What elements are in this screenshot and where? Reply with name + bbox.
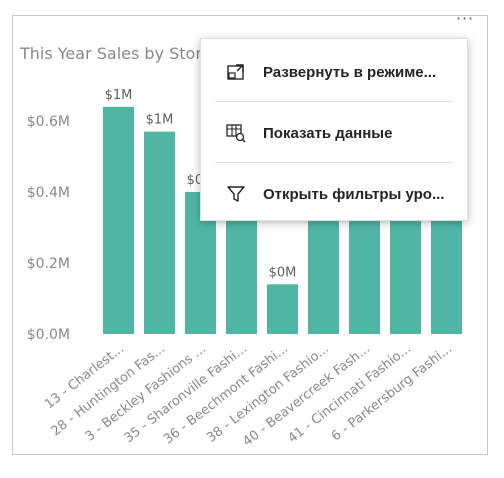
menu-item-label: Показать данные — [263, 124, 393, 142]
menu-item-show-data[interactable]: Показать данные — [201, 103, 467, 163]
x-axis: 13 - Charlest...28 - Huntington Fas...3 … — [42, 341, 455, 449]
menu-divider — [215, 101, 453, 102]
context-menu: Развернуть в режиме... Показать данные О… — [200, 38, 468, 221]
ellipsis-icon: ··· — [455, 9, 475, 28]
y-tick-label: $0.4M — [27, 185, 70, 201]
bar — [431, 199, 462, 334]
menu-divider — [215, 162, 453, 163]
focus-mode-icon — [227, 64, 244, 80]
bar — [144, 131, 175, 334]
bars — [103, 106, 462, 334]
menu-item-open-filters[interactable]: Открыть фильтры уро... — [201, 164, 467, 224]
data-label: $1M — [105, 88, 133, 103]
data-label: $0M — [269, 265, 297, 280]
menu-item-label: Открыть фильтры уро... — [263, 185, 445, 203]
more-options-button[interactable]: ··· — [452, 11, 478, 29]
y-tick-label: $0.6M — [27, 114, 70, 130]
show-data-icon — [226, 124, 246, 143]
y-tick-label: $0.2M — [27, 256, 70, 272]
chart-title: This Year Sales by Store — [20, 44, 212, 63]
bar — [226, 199, 257, 334]
menu-item-label: Развернуть в режиме... — [263, 63, 437, 81]
bar — [267, 284, 298, 334]
menu-item-focus-mode[interactable]: Развернуть в режиме... — [201, 42, 467, 102]
data-label: $1M — [146, 113, 174, 128]
bar — [103, 106, 134, 334]
y-tick-label: $0.0M — [27, 327, 70, 343]
bar — [349, 199, 380, 334]
bar — [390, 199, 421, 334]
y-axis: $0.0M $0.2M $0.4M $0.6M — [27, 114, 70, 343]
filter-icon — [227, 186, 245, 202]
bar — [308, 199, 339, 334]
